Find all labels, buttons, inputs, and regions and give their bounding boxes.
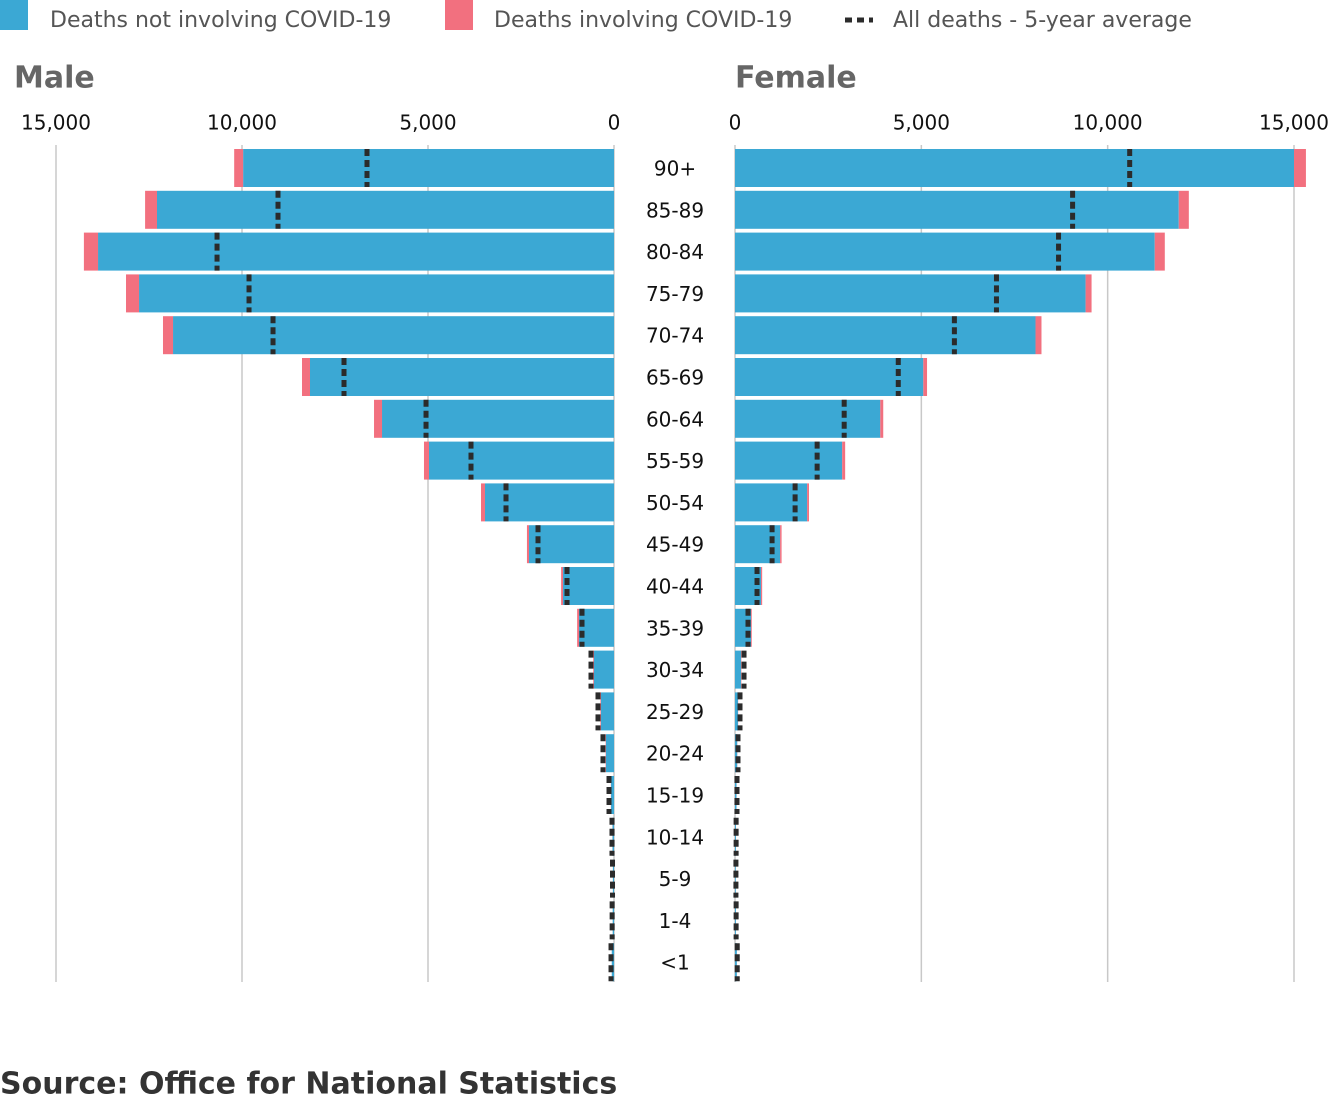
bar-segment <box>1036 316 1042 354</box>
x-tick-label: 0 <box>729 111 742 135</box>
bar-segment <box>310 358 614 396</box>
legend-label: Deaths involving COVID-19 <box>494 8 792 33</box>
x-tick-label: 10,000 <box>207 111 277 135</box>
bar-segment <box>481 483 485 521</box>
bar-segment <box>735 233 1155 271</box>
category-label: 40-44 <box>646 575 704 599</box>
category-label: 55-59 <box>646 449 704 473</box>
x-tick-label: 15,000 <box>1259 111 1329 135</box>
category-label: 1-4 <box>659 909 692 933</box>
bar-segment <box>374 400 382 438</box>
bar-segment <box>1294 149 1306 187</box>
bar-segment <box>735 149 1294 187</box>
panel-title: Male <box>14 61 95 96</box>
bar-segment <box>1179 191 1189 229</box>
category-label: 70-74 <box>646 324 704 348</box>
bar-segment <box>145 191 157 229</box>
category-label: 20-24 <box>646 742 704 766</box>
bar-segment <box>529 525 614 563</box>
category-label: 10-14 <box>646 825 704 849</box>
bar-segment <box>234 149 243 187</box>
category-label: 90+ <box>654 157 696 181</box>
bar-segment <box>126 274 139 312</box>
x-tick-label: 5,000 <box>893 111 950 135</box>
bar-segment <box>98 233 614 271</box>
panel-title: Female <box>735 61 857 96</box>
bar-segment <box>302 358 310 396</box>
bar-segment <box>563 567 614 605</box>
bar-segment <box>594 651 614 689</box>
source: Source: Office for National Statistics <box>0 1067 617 1099</box>
bar-segment <box>735 316 1036 354</box>
bar-segment <box>780 525 781 563</box>
bar-segment <box>527 525 529 563</box>
bar-segment <box>735 400 880 438</box>
legend-swatch <box>0 0 28 30</box>
bar-segment <box>424 442 429 480</box>
x-tick-label: 10,000 <box>1073 111 1143 135</box>
category-label: 65-69 <box>646 366 704 390</box>
category-label: 5-9 <box>659 867 692 891</box>
bar-segment <box>1086 274 1092 312</box>
bar-segment <box>163 316 173 354</box>
bar-segment <box>243 149 614 187</box>
category-label: 15-19 <box>646 784 704 808</box>
category-label: 25-29 <box>646 700 704 724</box>
category-label: 50-54 <box>646 491 704 515</box>
bar-segment <box>735 651 741 689</box>
legend-label: Deaths not involving COVID-19 <box>50 8 391 33</box>
bar-segment <box>601 692 614 730</box>
category-label: 80-84 <box>646 240 704 264</box>
category-label: 30-34 <box>646 658 704 682</box>
bar-segment <box>84 233 98 271</box>
bar-segment <box>761 567 762 605</box>
legend-label: All deaths - 5-year average <box>893 8 1192 33</box>
category-label: 85-89 <box>646 198 704 222</box>
bar-segment <box>139 274 614 312</box>
bar-segment <box>1155 233 1165 271</box>
category-label: 75-79 <box>646 282 704 306</box>
category-label: 45-49 <box>646 533 704 557</box>
legend-swatch <box>445 0 473 30</box>
bar-segment <box>735 358 923 396</box>
category-label: 60-64 <box>646 407 704 431</box>
bar-segment <box>173 316 614 354</box>
bar-segment <box>600 692 601 730</box>
bar-segment <box>880 400 883 438</box>
bar-segment <box>561 567 563 605</box>
bar-segment <box>842 442 845 480</box>
bar-segment <box>751 609 752 647</box>
bar-segment <box>923 358 927 396</box>
bar-segment <box>606 734 614 772</box>
x-tick-label: 0 <box>608 111 621 135</box>
category-label: <1 <box>660 951 689 975</box>
bar-segment <box>735 274 1086 312</box>
category-label: 35-39 <box>646 616 704 640</box>
x-tick-label: 15,000 <box>21 111 91 135</box>
bar-segment <box>382 400 614 438</box>
bar-segment <box>735 442 842 480</box>
bar-segment <box>429 442 614 480</box>
bar-segment <box>807 483 809 521</box>
bar-segment <box>735 191 1179 229</box>
x-tick-label: 5,000 <box>399 111 456 135</box>
bar-segment <box>157 191 614 229</box>
bar-segment <box>577 609 579 647</box>
